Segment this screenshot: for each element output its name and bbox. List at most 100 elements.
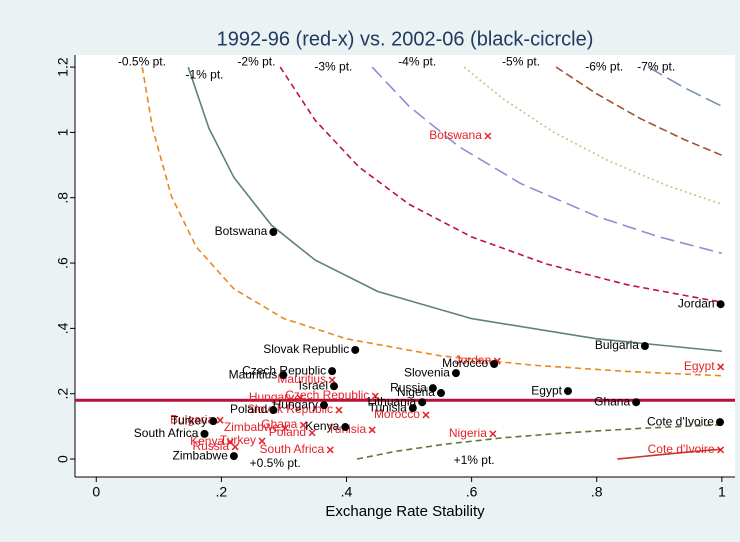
circle-marker xyxy=(563,387,572,396)
circle-marker xyxy=(451,369,460,378)
x-marker xyxy=(335,406,343,414)
x-marker xyxy=(216,416,224,424)
point-label: Zimbabwe xyxy=(224,420,280,434)
point-label: Hungary xyxy=(273,397,318,411)
annotation: -7% pt. xyxy=(637,59,675,73)
circle-marker xyxy=(341,423,350,432)
contour-line xyxy=(279,66,723,304)
circle-marker xyxy=(436,389,445,398)
x-marker xyxy=(717,446,725,454)
contour-line xyxy=(617,448,722,460)
contour-line xyxy=(187,66,722,353)
point-label: Russia xyxy=(192,439,229,453)
y-tick-label: .6 xyxy=(55,257,71,269)
circle-marker xyxy=(329,382,338,391)
circle-marker xyxy=(229,452,238,461)
point-label: Egypt xyxy=(684,359,715,373)
contour-line xyxy=(463,66,723,206)
contour-line xyxy=(356,423,722,460)
point-label: Poland xyxy=(269,425,306,439)
x-marker xyxy=(281,424,289,432)
annotation: -6% pt. xyxy=(585,59,623,73)
point-label: South Africa xyxy=(260,442,325,456)
point-label: Tunisia xyxy=(369,400,408,414)
point-label: Morocco xyxy=(442,356,488,370)
point-label: Russia xyxy=(390,380,427,394)
point-label: Israel xyxy=(299,378,328,392)
point-label: Mauritius xyxy=(229,367,278,381)
circle-marker xyxy=(716,300,725,309)
point-label: Nigeria xyxy=(449,426,487,440)
point-label: Slovak Republic xyxy=(263,342,349,356)
point-label: Lithuania xyxy=(367,394,416,408)
point-label: South Africa xyxy=(134,426,199,440)
y-tick-label: .2 xyxy=(55,388,71,400)
x-marker xyxy=(258,437,266,445)
circle-marker xyxy=(279,371,288,380)
x-tick-label: .6 xyxy=(466,484,478,500)
annotation: -0.5% pt. xyxy=(118,54,166,68)
x-tick-label: .2 xyxy=(216,484,228,500)
circle-marker xyxy=(418,398,427,407)
point-label: Egypt xyxy=(531,383,562,397)
point-label: Botswana xyxy=(215,224,268,238)
x-marker xyxy=(231,443,239,451)
annotation: +0.5% pt. xyxy=(250,456,301,470)
annotation: -3% pt. xyxy=(314,59,352,73)
contour-line xyxy=(371,66,723,255)
point-label: Cote d'Ivoire xyxy=(648,442,715,456)
point-label: Jordan xyxy=(678,296,715,310)
point-label: Zimbabwe xyxy=(173,448,229,462)
x-marker xyxy=(717,363,725,371)
x-tick-label: .4 xyxy=(341,484,353,500)
x-marker xyxy=(299,421,307,429)
point-label: Cote d'Ivoire xyxy=(647,414,714,428)
point-label: Slovak Republic xyxy=(247,402,333,416)
x-marker xyxy=(484,132,492,140)
point-label: Botswana xyxy=(429,128,482,142)
contour-line xyxy=(141,66,722,377)
circle-marker xyxy=(319,401,328,410)
point-label: Ghana xyxy=(261,417,297,431)
x-marker xyxy=(308,429,316,437)
annotation: -5% pt. xyxy=(502,54,540,68)
point-label: Slovenia xyxy=(404,365,450,379)
y-tick-label: 1 xyxy=(55,128,71,136)
x-tick-label: .8 xyxy=(591,484,603,500)
point-label: Hungary xyxy=(249,390,294,404)
contour-line xyxy=(555,66,723,157)
point-label: Kenya xyxy=(305,419,339,433)
y-tick-label: 0 xyxy=(55,455,71,463)
x-marker xyxy=(371,392,379,400)
annotation: -1% pt. xyxy=(185,67,223,81)
plot-area xyxy=(75,55,735,477)
circle-marker xyxy=(328,367,337,376)
x-marker xyxy=(326,446,334,454)
circle-marker xyxy=(200,429,209,438)
y-tick-label: .4 xyxy=(55,322,71,334)
x-marker xyxy=(489,430,497,438)
circle-marker xyxy=(632,398,641,407)
circle-marker xyxy=(428,384,437,393)
circle-marker xyxy=(715,418,724,427)
x-tick-label: 1 xyxy=(718,484,726,500)
point-label: Morocco xyxy=(374,407,420,421)
point-label: Mauritius xyxy=(277,372,326,386)
circle-marker xyxy=(490,359,499,368)
circle-marker xyxy=(209,417,218,426)
chart-title: 1992-96 (red-x) vs. 2002-06 (black-cicrc… xyxy=(217,28,594,50)
contour-line xyxy=(647,66,723,107)
y-tick-label: 1.2 xyxy=(55,57,71,77)
circle-marker xyxy=(269,228,278,237)
x-marker xyxy=(328,376,336,384)
annotation: -2% pt. xyxy=(237,54,275,68)
y-tick-label: .8 xyxy=(55,192,71,204)
point-label: Bulgaria xyxy=(595,338,639,352)
x-marker xyxy=(296,394,304,402)
curves xyxy=(141,66,723,460)
point-label: Kenya xyxy=(190,434,224,448)
x-marker xyxy=(422,411,430,419)
circle-marker xyxy=(269,406,278,415)
